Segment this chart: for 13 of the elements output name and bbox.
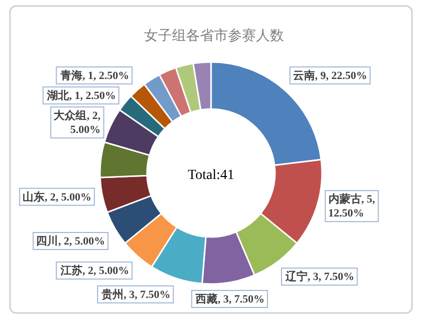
slice-label: 内蒙古, 5, 12.50% <box>328 192 376 220</box>
slice-label: 辽宁, 3, 7.50% <box>284 270 354 284</box>
slice-label: 湖北, 1, 2.50% <box>46 88 116 102</box>
slice-label: 大众组, 2, 5.00% <box>54 108 101 136</box>
slice-label: 四川, 2, 5.00% <box>36 234 105 248</box>
slice-label: 青海, 1, 2.50% <box>59 68 130 82</box>
slice-label: 云南, 9, 22.50% <box>292 68 368 82</box>
slice-label: 江苏, 2, 5.00% <box>59 264 130 278</box>
slice-label: 山东, 2, 5.00% <box>22 190 92 204</box>
slice-label: 贵州, 3, 7.50% <box>100 288 170 301</box>
chart-title: 女子组各省市参赛人数 <box>144 28 284 44</box>
text: Total:41 <box>188 168 234 183</box>
slice-label: 西藏, 3, 7.50% <box>194 292 264 306</box>
